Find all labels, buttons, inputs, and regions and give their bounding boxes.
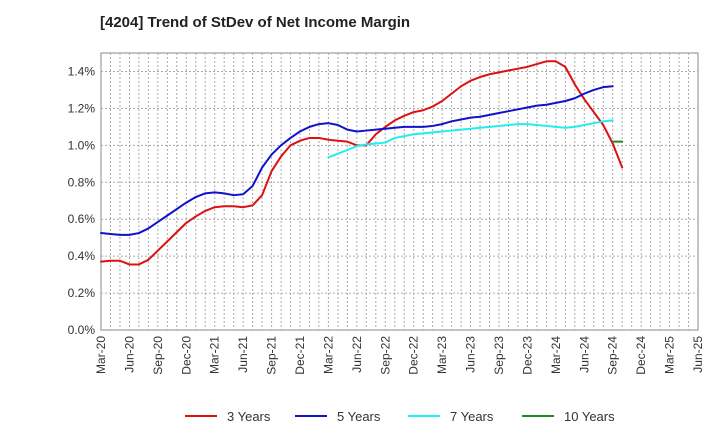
y-tick-label: 0.8% — [68, 175, 96, 189]
x-tick-label: Dec-21 — [293, 336, 307, 375]
x-tick-label: Sep-22 — [378, 336, 392, 375]
series-lines — [100, 60, 624, 266]
x-tick-label: Jun-21 — [236, 336, 250, 373]
y-tick-label: 1.4% — [68, 64, 96, 78]
legend-swatch-10-years — [522, 415, 554, 417]
x-tick-label: Jun-22 — [350, 336, 364, 373]
x-tick-label: Mar-21 — [208, 336, 222, 374]
legend-item-7-years: 7 Years — [408, 406, 493, 426]
x-tick-label: Sep-20 — [151, 336, 165, 375]
x-tick-label: Dec-20 — [179, 336, 193, 375]
grid-lines — [101, 53, 698, 330]
x-tick-label: Mar-22 — [321, 336, 335, 374]
series-line-5-years — [100, 85, 614, 236]
legend-swatch-5-years — [295, 415, 327, 417]
legend-label-3-years: 3 Years — [227, 408, 271, 424]
plot-area — [100, 52, 699, 331]
x-tick-label: Sep-23 — [492, 336, 506, 375]
legend-label-5-years: 5 Years — [337, 408, 381, 424]
x-tick-label: Dec-22 — [407, 336, 421, 375]
x-tick-label: Mar-20 — [94, 336, 108, 374]
x-tick-label: Sep-24 — [606, 336, 620, 375]
legend-item-3-years: 3 Years — [185, 406, 270, 426]
series-line-7-years — [327, 119, 614, 159]
legend-swatch-3-years — [185, 415, 217, 417]
y-tick-label: 1.2% — [68, 101, 96, 115]
x-tick-label: Mar-23 — [435, 336, 449, 374]
y-tick-label: 1.0% — [68, 138, 96, 152]
y-axis-tick-labels: 0.0% 0.2% 0.4% 0.6% 0.8% 1.0% 1.2% 1.4% — [68, 64, 96, 337]
x-tick-label: Jun-24 — [577, 336, 591, 373]
legend-swatch-7-years — [408, 415, 440, 417]
legend-label-7-years: 7 Years — [450, 408, 494, 424]
x-tick-label: Jun-25 — [691, 336, 705, 373]
x-tick-label: Dec-24 — [634, 336, 648, 375]
legend-item-5-years: 5 Years — [295, 406, 380, 426]
x-tick-label: Jun-20 — [122, 336, 136, 373]
x-tick-label: Mar-24 — [549, 336, 563, 374]
chart-title: [4204] Trend of StDev of Net Income Marg… — [100, 14, 411, 31]
y-tick-label: 0.4% — [68, 249, 96, 263]
x-tick-label: Sep-21 — [265, 336, 279, 375]
y-tick-label: 0.2% — [68, 286, 96, 300]
x-tick-label: Mar-25 — [663, 336, 677, 374]
x-axis-tick-labels: Mar-20 Jun-20 Sep-20 Dec-20 Mar-21 Jun-21 Sep-… — [94, 336, 705, 375]
x-tick-label: Jun-23 — [464, 336, 478, 373]
y-tick-label: 0.0% — [68, 323, 96, 337]
legend: 3 Years 5 Years 7 Years 10 Years — [0, 406, 720, 426]
y-tick-label: 0.6% — [68, 212, 96, 226]
legend-label-10-years: 10 Years — [564, 408, 615, 424]
x-tick-label: Dec-23 — [520, 336, 534, 375]
legend-item-10-years: 10 Years — [522, 406, 615, 426]
